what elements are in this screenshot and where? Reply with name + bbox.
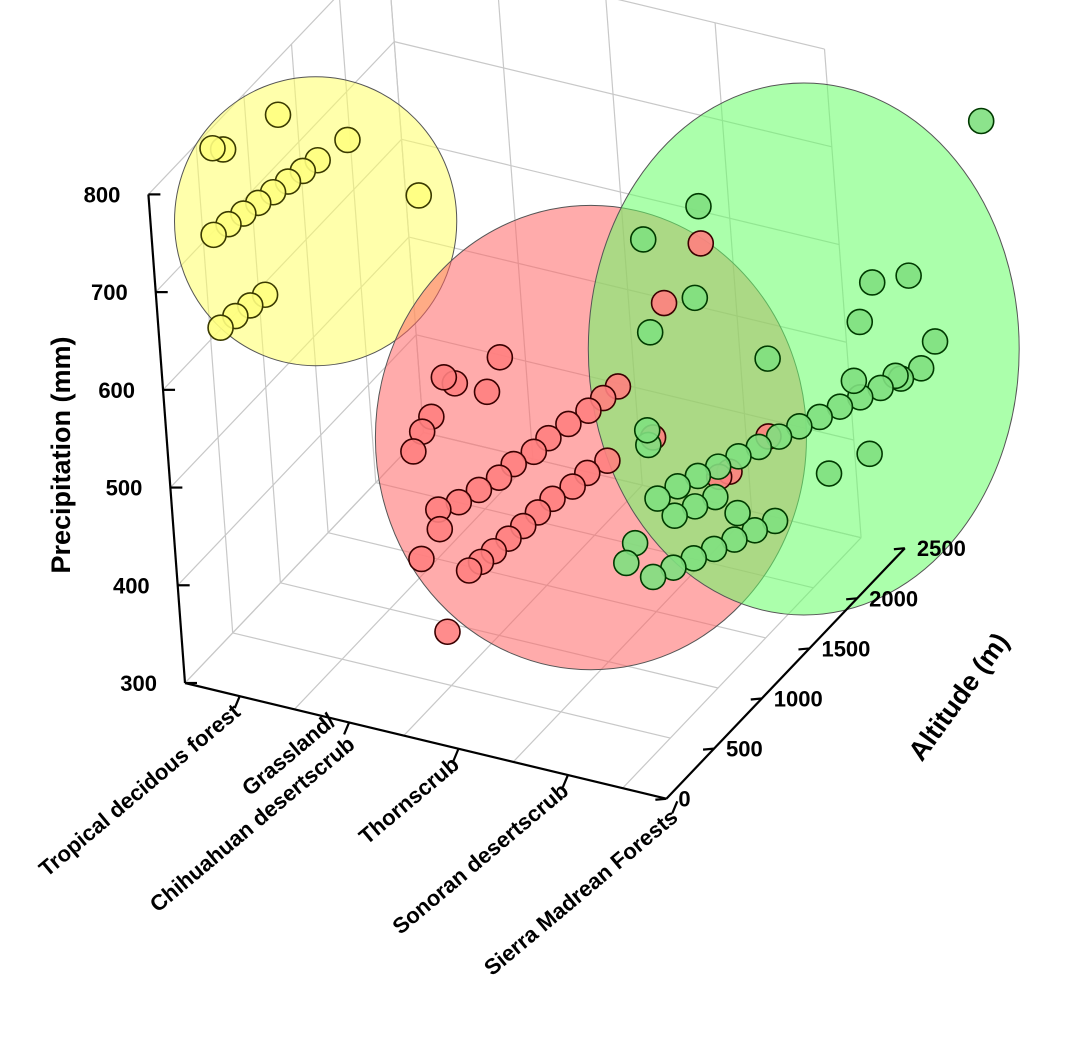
y-tick-label: 2500 (917, 536, 966, 561)
data-point (639, 563, 667, 591)
data-point (754, 345, 781, 372)
y-tick-label: 1000 (774, 687, 823, 712)
data-point (430, 364, 458, 391)
data-point (200, 221, 227, 249)
data-point (644, 485, 671, 512)
data-point (815, 460, 843, 487)
data-point (264, 101, 292, 129)
data-point (613, 549, 640, 577)
grid-line-side-horizontal (147, 0, 335, 195)
z-axis-line (147, 194, 187, 684)
grid-line-side-horizontal (177, 334, 417, 586)
y-tick-label: 500 (726, 737, 763, 762)
data-point (408, 545, 435, 573)
data-point (687, 230, 715, 257)
x-tick-mark (452, 748, 460, 762)
y-axis-title: Altitude (m) (903, 627, 1015, 766)
data-point (636, 319, 664, 346)
data-point (465, 476, 493, 504)
z-tick-label: 500 (106, 476, 143, 501)
y-tick-mark (846, 597, 858, 601)
data-point (724, 499, 751, 527)
data-point (858, 269, 886, 296)
data-point (455, 557, 483, 584)
z-tick-label: 600 (98, 378, 135, 403)
group-ellipse (587, 82, 1020, 616)
data-point (846, 308, 874, 336)
axes-layer (147, 193, 906, 814)
x-category-label: Thornscrub (354, 751, 464, 849)
data-point (633, 416, 661, 444)
data-point (207, 314, 234, 342)
x-tick-mark (561, 774, 569, 788)
y-tick-mark (702, 747, 715, 751)
data-point (555, 410, 582, 438)
x-axis-line (184, 681, 667, 800)
data-point (629, 226, 657, 253)
data-point (661, 502, 688, 530)
data-point (520, 438, 548, 466)
x-category-label: Grassland/Chihuahuan desertscrub (126, 708, 360, 917)
data-point (664, 472, 691, 500)
z-tick-label: 400 (113, 573, 150, 598)
data-point (486, 343, 514, 371)
z-axis-title: Precipitation (mm) (46, 336, 76, 573)
data-point (594, 447, 621, 475)
grid-line-floor-altitude (232, 632, 671, 739)
grid-line-back-horizontal (617, 0, 825, 50)
y-tick-label: 0 (678, 787, 690, 812)
data-point (426, 515, 454, 543)
y-tick-mark (655, 797, 667, 801)
y-tick-label: 1500 (821, 636, 870, 661)
data-point (856, 440, 883, 468)
data-point (840, 367, 868, 395)
data-point (405, 182, 433, 209)
z-tick-label: 700 (91, 280, 128, 305)
x-category-label-line: Thornscrub (354, 751, 464, 849)
y-tick-label: 2000 (869, 586, 918, 611)
data-point (559, 473, 586, 500)
data-point (334, 126, 361, 154)
z-tick-label: 800 (84, 182, 121, 207)
z-tick-label: 300 (120, 671, 157, 696)
data-point (199, 134, 226, 162)
data-point (575, 397, 602, 425)
data-point (400, 438, 427, 465)
x-tick-mark (233, 695, 241, 709)
x-tick-mark (343, 722, 351, 735)
data-point (485, 464, 513, 491)
data-point (685, 192, 712, 220)
data-point (650, 289, 678, 317)
data-point (434, 618, 461, 646)
data-point (895, 262, 922, 289)
points-layer (199, 101, 995, 646)
y-tick-mark (750, 697, 762, 701)
data-point (967, 107, 995, 135)
x-tick-mark (671, 800, 679, 814)
y-tick-mark (798, 647, 810, 651)
y-tick-mark (893, 547, 905, 551)
y-axis-line (665, 547, 906, 800)
data-point (473, 378, 501, 406)
data-point (921, 328, 949, 355)
data-point (681, 284, 709, 312)
